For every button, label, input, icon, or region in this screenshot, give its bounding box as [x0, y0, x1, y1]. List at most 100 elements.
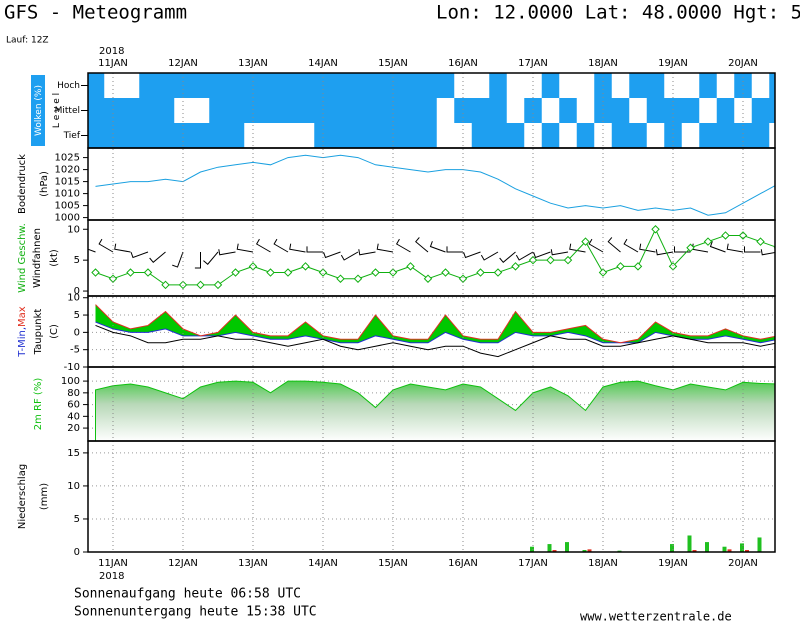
cloud-cell	[191, 73, 210, 99]
x-tick-label-bottom: 18JAN	[588, 558, 618, 569]
wind-barb	[415, 237, 429, 253]
cloud-cell	[489, 123, 508, 149]
cloud-cell	[121, 73, 140, 99]
wind-speed-marker	[616, 262, 625, 271]
cloud-cell	[226, 98, 245, 124]
cloud-cell	[664, 123, 683, 149]
y-tick-label: 1025	[55, 153, 80, 164]
cloud-cell	[296, 73, 315, 99]
x-tick-label-top: 14JAN	[308, 58, 338, 69]
cloud-cell	[156, 73, 175, 99]
wind-speed-marker	[423, 274, 433, 283]
cloud-cell	[174, 98, 193, 124]
wind-barb	[323, 251, 341, 259]
source: www.wetterzentrale.de	[580, 610, 732, 624]
sunrise: Sonnenaufgang heute 06:58 UTC	[74, 587, 301, 602]
cloud-cell	[664, 98, 683, 124]
cloud-cell	[156, 98, 175, 124]
cloud-cell	[331, 123, 350, 149]
wind-speed-marker	[108, 274, 118, 283]
wind-barb	[306, 246, 323, 253]
cloud-cell	[401, 123, 420, 149]
wind-speed-marker	[493, 268, 503, 277]
y-axis-label: 2m RF (%)	[33, 378, 44, 431]
wind-speed-marker	[668, 262, 678, 271]
cloud-cell	[751, 123, 770, 149]
y-tick-label: 0	[74, 286, 80, 297]
cloud-cell	[261, 123, 280, 149]
wind-speed-marker	[161, 280, 170, 290]
cloud-cell	[209, 98, 228, 124]
year-top: 2018	[99, 46, 124, 57]
y-axis-label-part: Wolken (%)	[34, 85, 44, 136]
y-tick-label: 5	[74, 255, 80, 266]
cloud-cell	[314, 123, 333, 149]
y-axis-label-part: Wind Geschw.	[17, 223, 28, 293]
cloud-cell	[541, 98, 560, 124]
pressure-line	[95, 154, 775, 216]
cloud-cell	[716, 98, 735, 124]
cloud-cell	[419, 73, 438, 99]
temp-band	[655, 321, 673, 336]
cloud-cell	[559, 98, 578, 124]
wind-barb	[203, 251, 219, 265]
cloud-cell	[611, 73, 630, 99]
y-tick-label: 1020	[55, 165, 80, 176]
wind-speed-line	[95, 228, 775, 286]
precip-bar	[552, 550, 557, 552]
cloud-cell	[104, 123, 123, 149]
cloud-cell	[209, 73, 228, 99]
cloud-cell	[454, 98, 473, 124]
wind-barb	[709, 241, 726, 253]
wind-speed-marker	[406, 262, 415, 271]
x-tick-label-top: 17JAN	[518, 58, 548, 69]
y-axis-label-part: Bodendruck	[17, 154, 28, 214]
temp-band	[428, 315, 446, 343]
wind-barb	[114, 243, 131, 253]
wind-barb	[429, 241, 446, 253]
cloud-cell	[191, 123, 210, 149]
cloud-cell	[88, 123, 105, 149]
cloud-cell	[279, 123, 298, 149]
temp-line	[95, 324, 775, 358]
temp-band	[585, 325, 603, 343]
wind-barb	[218, 249, 236, 256]
precip-bar	[692, 550, 697, 552]
wind-speed-marker	[388, 268, 398, 277]
wind-speed-marker	[476, 268, 485, 277]
precip-bar	[670, 544, 674, 552]
y-tick-label: 60	[67, 400, 80, 411]
temp-band	[515, 311, 533, 336]
cloud-cell	[681, 73, 700, 99]
cloud-cell	[699, 98, 718, 124]
cloud-cell	[751, 73, 770, 99]
cloud-cell	[471, 73, 490, 99]
cloud-cell	[349, 98, 368, 124]
x-tick-label-top: 20JAN	[728, 58, 758, 69]
wind-barb	[463, 251, 481, 259]
y-tick-label: 5	[74, 514, 80, 525]
y-axis-label-part: ,	[17, 327, 28, 330]
wind-speed-marker	[756, 237, 765, 246]
precip-bar	[530, 546, 534, 552]
cloud-cell	[226, 73, 245, 99]
wind-speed-marker	[213, 280, 223, 290]
cloud-cell	[646, 73, 665, 99]
x-tick-label-top: 13JAN	[238, 58, 268, 69]
y-axis-label: Niederschlag	[17, 464, 28, 529]
y-axis-label: Bodendruck	[17, 154, 28, 214]
cloud-cell	[611, 98, 630, 124]
wind-speed-marker	[441, 268, 450, 277]
cloud-cell	[401, 98, 420, 124]
cloud-cell	[471, 98, 490, 124]
cloud-cell	[366, 123, 385, 149]
cloud-cell	[594, 98, 613, 124]
cloud-cell	[734, 98, 753, 124]
wind-speed-marker	[651, 225, 660, 234]
cloud-cell	[139, 98, 158, 124]
y-axis-label: Wind Geschw.	[17, 223, 28, 293]
x-tick-label-top: 16JAN	[448, 58, 478, 69]
y-axis-label-part: T-Min	[17, 330, 28, 358]
cloud-cell	[279, 98, 298, 124]
wind-speed-marker	[598, 268, 608, 277]
